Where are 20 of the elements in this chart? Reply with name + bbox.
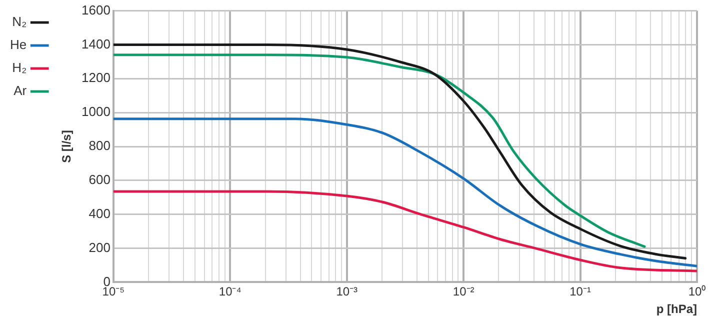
y-tick-label: 1600: [82, 2, 110, 18]
y-tick-label: 1200: [82, 70, 110, 86]
x-axis-title: p [hPa]: [656, 302, 697, 316]
x-tick-label: 10⁻⁵: [102, 284, 125, 299]
y-axis-title: S [l/s]: [60, 130, 74, 163]
x-tick-label: 10⁻¹: [570, 284, 591, 299]
x-tick-label: 10⁻³: [336, 284, 358, 299]
legend-label: He: [10, 37, 27, 52]
y-tick-label: 800: [88, 138, 110, 154]
legend-label: Ar: [14, 83, 28, 98]
x-tick-label: 10⁻⁴: [218, 284, 242, 299]
y-tick-label: 1000: [82, 104, 110, 120]
y-tick-label: 400: [88, 206, 110, 221]
y-tick-label: 1400: [82, 36, 110, 52]
x-tick-label: 10⁻²: [452, 284, 474, 299]
x-tick-label: 10⁰: [688, 284, 706, 299]
legend-label: N₂: [12, 14, 27, 30]
legend-label: H₂: [12, 60, 27, 76]
y-tick-label: 200: [88, 240, 110, 255]
y-tick-label: 600: [88, 172, 110, 188]
